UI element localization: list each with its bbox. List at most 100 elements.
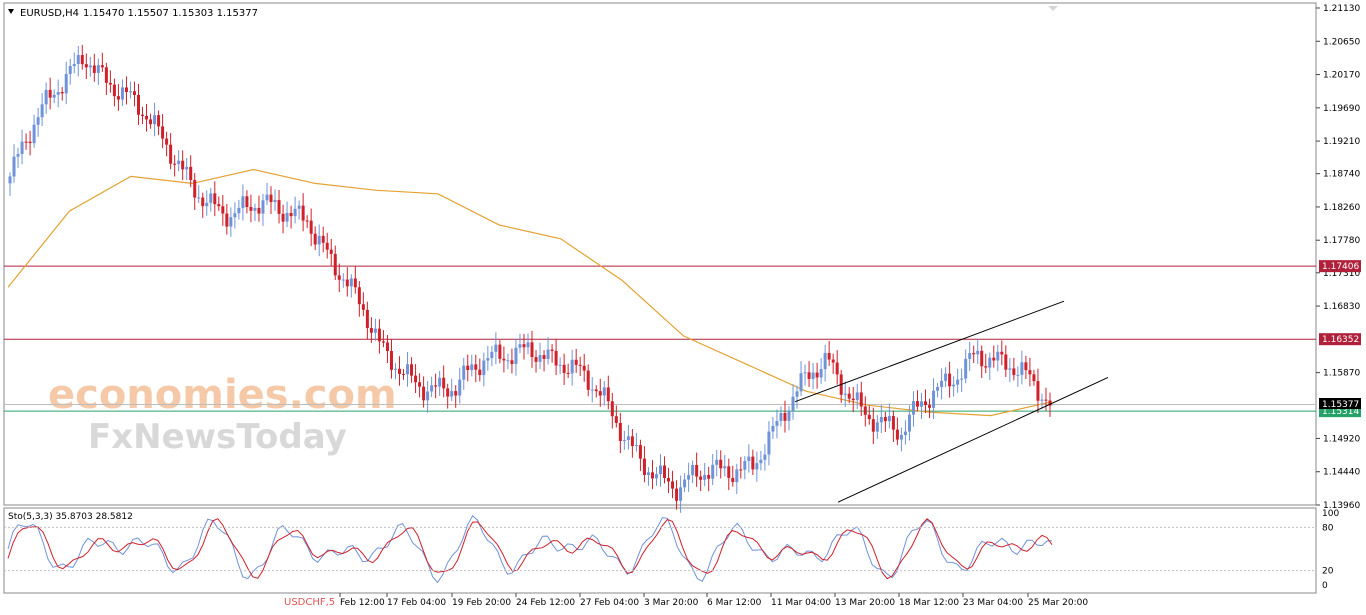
level-tag-bg xyxy=(1319,333,1361,346)
candle-body xyxy=(253,207,257,211)
price-tick-label: 1.18260 xyxy=(1323,203,1360,213)
oscillator-frame[interactable] xyxy=(3,507,1317,594)
candle-body xyxy=(454,391,458,396)
candle-body xyxy=(1028,370,1032,375)
pair-label[interactable]: USDCHF,5 xyxy=(284,597,335,608)
time-tick-label: 19 Feb 20:00 xyxy=(452,598,511,608)
candle-body xyxy=(209,193,213,203)
candle-body xyxy=(20,141,24,154)
price-tick-label: 1.20170 xyxy=(1323,71,1360,81)
candle-body xyxy=(377,328,381,342)
watermark-brand-sub: FxNewsToday xyxy=(88,417,347,457)
candle-body xyxy=(289,212,293,217)
candle-body xyxy=(562,364,566,373)
candle-body xyxy=(285,212,289,222)
candle-body xyxy=(145,115,149,120)
candle-body xyxy=(309,220,313,234)
candle-body xyxy=(36,117,40,125)
candle-body xyxy=(855,392,859,401)
chart-menu-arrow-icon[interactable] xyxy=(8,9,14,14)
candle-body xyxy=(265,194,269,201)
candle-body xyxy=(1032,374,1036,382)
candle-body xyxy=(550,349,554,351)
candle-body xyxy=(859,392,863,407)
level-price-tags: 1.17406 1.16352 1.15314 xyxy=(1319,260,1361,418)
candle-body xyxy=(911,401,915,415)
candle-body xyxy=(723,466,727,469)
candle-body xyxy=(381,341,385,343)
candle-body xyxy=(811,372,815,379)
candle-body xyxy=(88,65,92,68)
candle-body xyxy=(458,379,462,396)
candle-body xyxy=(735,469,739,483)
candle-body xyxy=(72,63,76,67)
candle-body xyxy=(273,200,277,203)
candle-body xyxy=(887,416,891,422)
candle-body xyxy=(915,401,919,407)
oscillator-tick-label: 0 xyxy=(1322,581,1328,591)
candle-body xyxy=(149,119,153,125)
candle-body xyxy=(791,396,795,411)
candle-body xyxy=(189,166,193,180)
candle-body xyxy=(60,92,64,94)
candle-body xyxy=(799,373,803,392)
candle-body xyxy=(1036,381,1040,401)
candle-body xyxy=(795,391,799,397)
candle-body xyxy=(281,213,285,222)
candle-body xyxy=(414,375,418,383)
candle-body xyxy=(823,352,827,370)
candle-body xyxy=(422,386,426,401)
time-tick-label: 25 Mar 20:00 xyxy=(1028,598,1088,608)
candle-body xyxy=(249,206,253,211)
candle-body xyxy=(707,474,711,479)
candle-body xyxy=(691,464,695,476)
oscillator-tick-label: 80 xyxy=(1322,523,1334,533)
candle-body xyxy=(755,463,759,470)
candle-body xyxy=(474,364,478,370)
candle-body xyxy=(586,370,590,390)
candle-body xyxy=(570,359,574,374)
candle-body xyxy=(1040,399,1044,401)
price-tick-label: 1.16830 xyxy=(1323,302,1360,312)
main-chart-frame[interactable] xyxy=(3,2,1317,506)
time-tick-label: 18 Mar 12:00 xyxy=(899,598,959,608)
price-tick-label: 1.21130 xyxy=(1323,4,1360,14)
candle-body xyxy=(566,372,570,374)
candle-body xyxy=(410,364,414,376)
trend-channel[interactable] xyxy=(794,300,1109,503)
candle-body xyxy=(578,364,582,366)
candle-body xyxy=(903,431,907,436)
candle-body xyxy=(526,342,530,348)
candle-body xyxy=(835,362,839,375)
candle-body xyxy=(112,84,116,97)
current-price-tag-bg xyxy=(1319,398,1361,409)
candle-body xyxy=(305,220,309,222)
candle-body xyxy=(554,350,558,366)
candle-body xyxy=(201,197,205,207)
ohlc-values: 1.15470 1.15507 1.15303 1.15377 xyxy=(83,8,258,19)
candle-body xyxy=(787,410,791,421)
candle-body xyxy=(100,65,104,68)
candle-body xyxy=(683,479,687,488)
time-tick-label: 27 Feb 04:00 xyxy=(580,598,639,608)
candle-body xyxy=(293,208,297,217)
candle-body xyxy=(373,328,377,333)
candle-body xyxy=(173,163,177,165)
candle-body xyxy=(277,200,281,214)
time-tick-label: 24 Feb 12:00 xyxy=(516,598,575,608)
candle-body xyxy=(120,87,124,100)
shift-marker-icon[interactable] xyxy=(1048,6,1058,11)
candle-body xyxy=(895,429,899,440)
candle-body xyxy=(542,355,546,359)
candle-body xyxy=(546,349,550,359)
candle-body xyxy=(558,364,562,366)
moving-average xyxy=(7,168,1053,417)
candle-body xyxy=(157,115,161,127)
candle-body xyxy=(193,179,197,198)
candle-body xyxy=(434,385,438,387)
candle-body xyxy=(956,379,960,385)
candle-body xyxy=(510,360,514,364)
candle-body xyxy=(369,328,373,333)
candle-body xyxy=(213,193,217,205)
